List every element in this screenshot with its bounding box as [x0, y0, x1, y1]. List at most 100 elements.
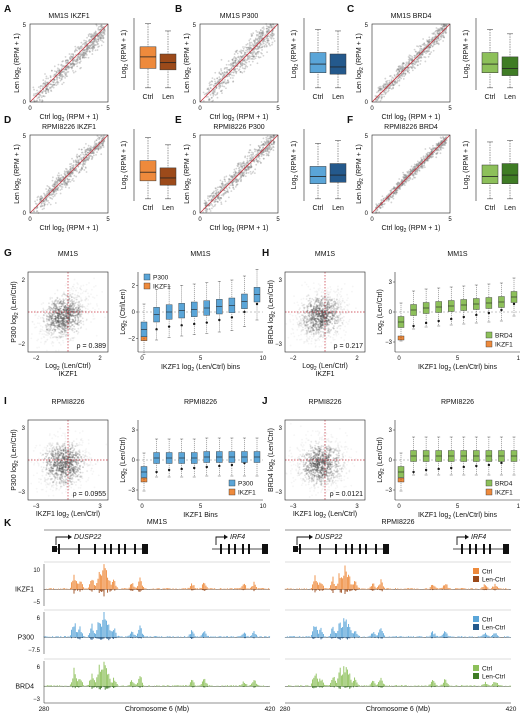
scatter-point — [36, 97, 39, 100]
scatter-point — [83, 49, 86, 52]
density-point — [71, 309, 74, 312]
density-point — [77, 291, 80, 294]
scatter-point — [46, 81, 49, 84]
scatter-point — [87, 56, 90, 59]
scatter-point — [45, 87, 48, 90]
scatter-point — [81, 56, 84, 59]
scatter-point — [86, 50, 88, 53]
scatter-point — [58, 180, 61, 182]
scatter-point — [213, 89, 216, 92]
scatter-point — [401, 63, 404, 66]
scatter-point — [250, 41, 253, 44]
scatter-point — [251, 57, 253, 60]
scatter-point — [230, 67, 233, 70]
scatter-point — [416, 45, 418, 48]
density-point — [40, 303, 43, 306]
scatter-point — [73, 63, 76, 66]
density-point — [77, 327, 80, 330]
density-point — [85, 298, 87, 300]
scatter-point — [92, 154, 95, 157]
scatter-point — [252, 58, 255, 61]
scatter-point — [237, 69, 240, 72]
scatter-point — [62, 75, 65, 78]
scatter-point — [102, 31, 105, 34]
scatter-point — [436, 42, 438, 45]
scatter-point — [85, 171, 88, 173]
scatter-point — [36, 99, 38, 102]
scatter-point — [415, 58, 418, 61]
scatter-point — [428, 38, 431, 41]
scatter-point — [268, 43, 271, 46]
scatter-point — [260, 36, 263, 38]
scatter-point — [69, 64, 72, 66]
scatter-point — [210, 96, 213, 99]
density-point — [38, 346, 40, 349]
scatter-point — [60, 78, 63, 80]
scatter-point — [226, 82, 229, 84]
scatter-point — [226, 71, 228, 74]
scatter-point — [47, 90, 50, 93]
scatter-point — [97, 38, 100, 41]
scatter-point — [441, 32, 444, 35]
scatter-point — [64, 73, 67, 76]
scatter-point — [206, 88, 209, 91]
scatter-point — [63, 68, 66, 71]
scatter-point — [211, 196, 214, 199]
scatter-point — [242, 47, 245, 50]
scatter-point — [228, 69, 231, 72]
panel-letter: G — [4, 248, 12, 259]
scatter-point — [44, 87, 47, 90]
scatter-point — [91, 48, 94, 51]
scatter-point — [96, 40, 99, 43]
scatter-point — [92, 43, 95, 46]
density-point — [54, 292, 56, 295]
scatter-point — [211, 80, 214, 83]
scatter-point — [239, 65, 242, 68]
scatter-point — [78, 48, 81, 50]
box-rect — [501, 56, 519, 76]
scatter-point — [258, 38, 261, 40]
scatter-point — [419, 56, 422, 59]
x-axis-label: Ctrl log2 (RPM + 1) — [39, 225, 98, 234]
scatter-point — [413, 63, 416, 65]
tick-label: 5 — [365, 134, 369, 140]
scatter-point — [41, 204, 43, 207]
density-point — [70, 287, 73, 290]
density-point — [57, 349, 60, 352]
scatter-point — [47, 199, 50, 202]
scatter-point — [251, 55, 254, 57]
scatter-point — [67, 65, 70, 68]
scatter-point — [61, 67, 63, 70]
scatter-point — [75, 175, 78, 178]
scatter-point — [84, 51, 87, 53]
scatter-point — [100, 37, 103, 40]
density-point — [56, 336, 59, 339]
scatter-point — [213, 78, 216, 81]
scatter-point — [62, 65, 65, 68]
scatter-point — [32, 94, 35, 97]
density-point — [72, 337, 74, 340]
y-axis-label: Len log2 (RPM + 1) — [14, 144, 23, 204]
scatter-point — [47, 88, 50, 91]
tick-label: 2 — [98, 356, 102, 362]
scatter-point — [232, 62, 235, 64]
scatter-point — [39, 198, 42, 201]
scatter-point — [85, 48, 88, 51]
scatter-point — [53, 83, 55, 86]
density-point — [36, 322, 39, 325]
category-label: Ctrl — [485, 205, 496, 212]
scatter-point — [83, 169, 86, 171]
scatter-point — [255, 158, 258, 161]
scatter-point — [209, 194, 212, 197]
scatter-point — [428, 36, 431, 39]
x-axis-label: Ctrl log2 (RPM + 1) — [381, 225, 440, 234]
scatter-point — [77, 48, 80, 50]
density-point — [59, 323, 62, 325]
scatter-point — [49, 83, 52, 86]
density-point — [70, 328, 73, 331]
scatter-point — [229, 73, 232, 76]
density-point — [57, 299, 60, 302]
scatter-point — [256, 38, 259, 40]
scatter-point — [66, 172, 69, 175]
